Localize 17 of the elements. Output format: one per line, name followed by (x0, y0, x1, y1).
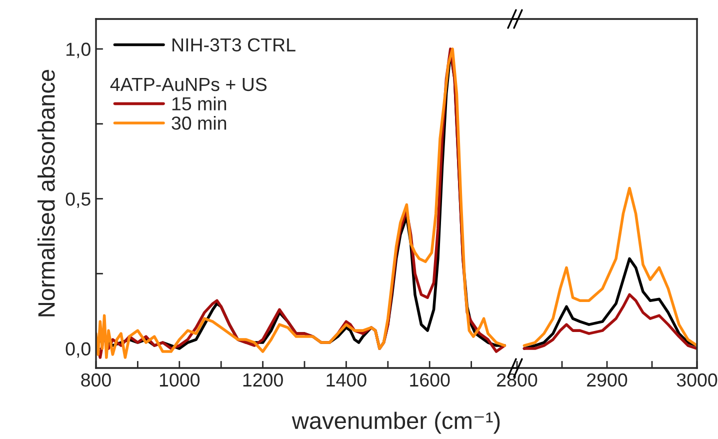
x-tick-label: 1200 (243, 373, 283, 387)
y-tick-label: 0,0 (66, 342, 90, 358)
x-tick-label: 1400 (326, 373, 366, 387)
x-axis-title: wavenumber (cm⁻¹) (292, 412, 500, 434)
x-tick-label: 2800 (497, 373, 538, 387)
legend-label: NIH-3T3 CTRL (172, 38, 296, 52)
x-tick-label: 800 (81, 373, 111, 387)
x-tick-label: 1000 (160, 373, 200, 387)
y-tick-label: 0,5 (66, 192, 90, 208)
y-tick-label: 1,0 (66, 42, 90, 58)
legend-title: 4ATP-AuNPs + US (110, 78, 267, 92)
x-tick-label: 2900 (587, 373, 628, 387)
y-axis-title: Normalised absorbance (38, 70, 55, 316)
x-tick-label: 3000 (676, 373, 718, 387)
legend-label: 15 min (172, 96, 226, 110)
legend-label: 30 min (172, 116, 226, 130)
x-tick-label: 1600 (410, 373, 450, 387)
